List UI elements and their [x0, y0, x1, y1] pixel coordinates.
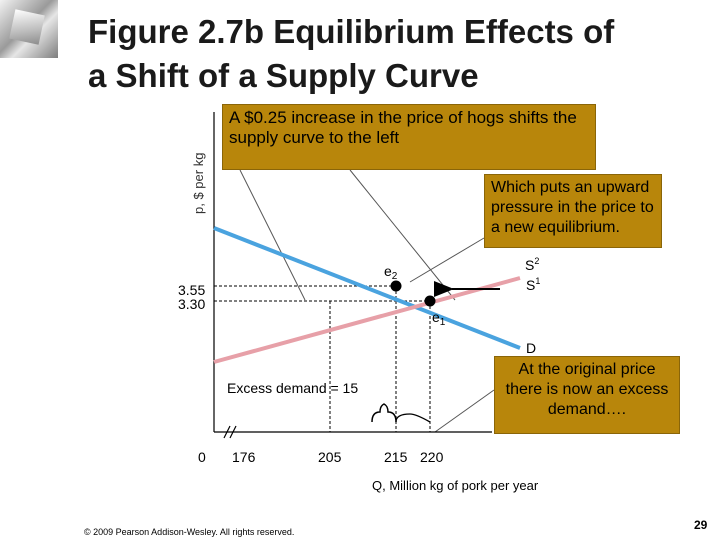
title-line-2: a Shift of a Supply Curve — [88, 57, 479, 94]
glass-cube-icon — [0, 0, 58, 58]
callout-shift: A $0.25 increase in the price of hogs sh… — [222, 104, 596, 170]
title-line-1: Figure 2.7b Equilibrium Effects of — [88, 13, 615, 50]
label-e1: e1 — [432, 309, 446, 328]
demand-curve — [213, 226, 521, 350]
page-number: 29 — [694, 518, 708, 532]
y-tick-3-55: 3.55 — [178, 282, 205, 298]
x-tick-0: 0 — [198, 449, 206, 465]
callout-pointer-pressure — [409, 237, 485, 283]
label-d: D — [526, 340, 536, 356]
y-tick-3-30: 3.30 — [178, 296, 205, 312]
x-tick-215: 215 — [384, 449, 408, 465]
callout-pointer-shift — [349, 169, 456, 301]
x-tick-176: 176 — [232, 449, 256, 465]
callout-pressure: Which puts an upward pressure in the pri… — [484, 174, 662, 248]
point-e1 — [424, 295, 436, 307]
axis-break — [223, 425, 237, 439]
slide-title: Figure 2.7b Equilibrium Effects of a Shi… — [88, 10, 708, 98]
x-tick-220: 220 — [420, 449, 444, 465]
callout-pointer-shift-2 — [239, 169, 306, 301]
copyright-footer: © 2009 Pearson Addison-Wesley. All right… — [84, 527, 295, 537]
callout-excess: At the original price there is now an ex… — [494, 356, 680, 434]
x-axis-label: Q, Million kg of pork per year — [372, 478, 539, 493]
excess-demand-brace — [371, 403, 397, 423]
x-tick-205: 205 — [318, 449, 342, 465]
label-e2: e2 — [384, 263, 398, 282]
callout-pointer-excess — [434, 389, 495, 433]
label-s1: S1 — [526, 276, 540, 293]
excess-demand-brace-right — [395, 413, 431, 423]
supply-curve-s1 — [213, 276, 521, 364]
label-s2: S2 — [525, 256, 539, 273]
point-e2 — [390, 280, 402, 292]
excess-demand-label: Excess demand = 15 — [227, 380, 358, 396]
